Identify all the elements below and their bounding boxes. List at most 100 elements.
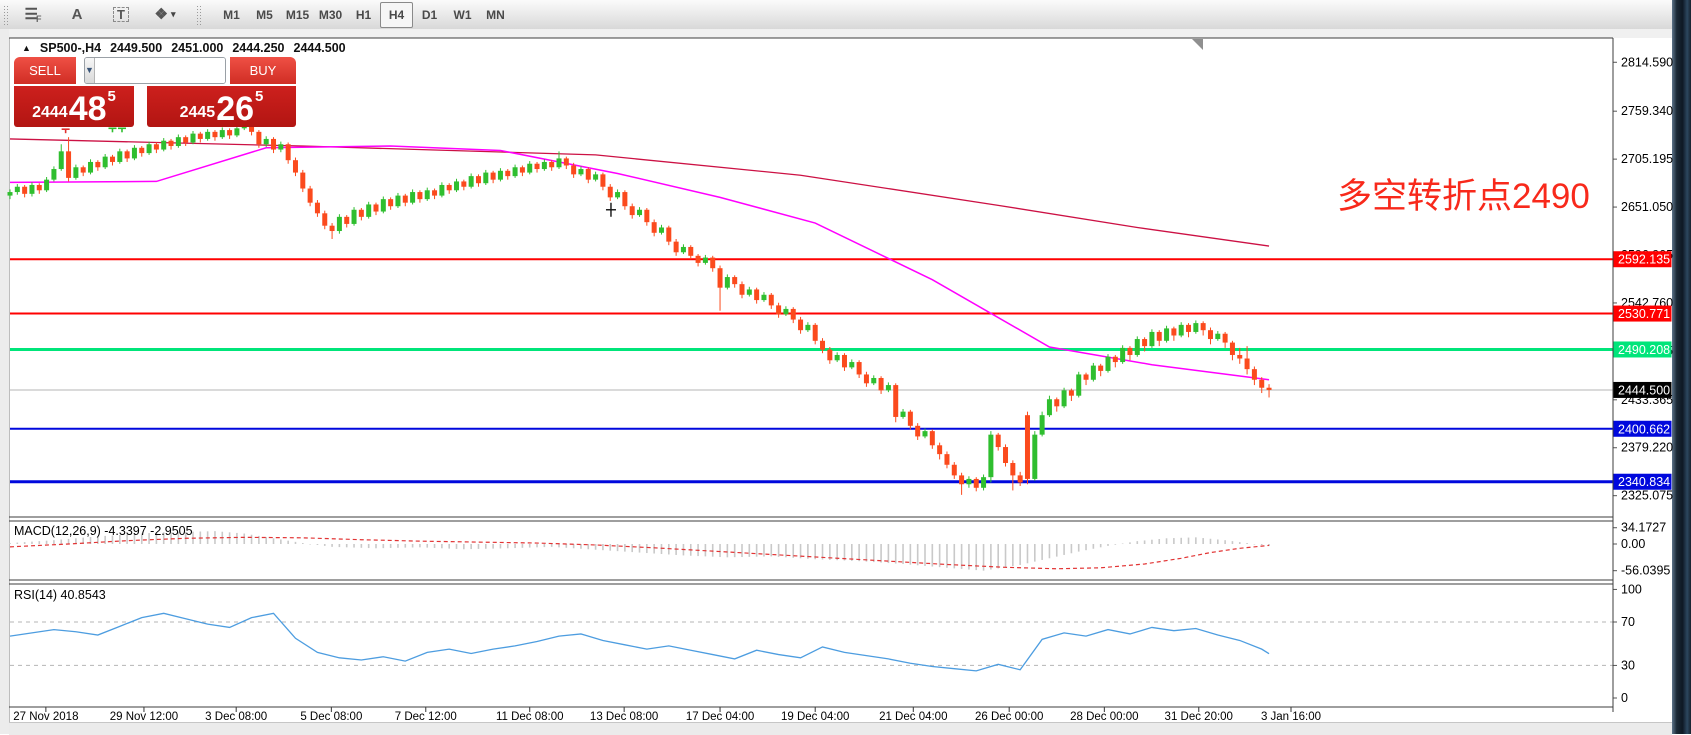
macd-histogram-bar [1055, 544, 1058, 557]
one-click-toggle-icon[interactable]: ▲ [22, 43, 31, 53]
macd-histogram-bar [580, 544, 582, 549]
bid-price-big: 48 [68, 90, 107, 129]
text-box-tool[interactable]: T [106, 3, 136, 27]
macd-histogram-bar [23, 542, 26, 544]
macd-histogram-bar [631, 544, 633, 553]
candle [373, 204, 379, 212]
candle [651, 222, 657, 233]
macd-label: MACD(12,26,9) -4.3397 -2.9505 [14, 524, 193, 538]
candle [410, 192, 416, 203]
candle [131, 147, 137, 159]
arrows-tool-dropdown-icon[interactable]: ▾ [170, 9, 176, 19]
macd-histogram-bar [851, 544, 853, 561]
fibonacci-tool[interactable]: ☰ F [18, 3, 48, 27]
candle [395, 195, 401, 207]
candle [783, 308, 789, 315]
macd-histogram-bar [1048, 544, 1051, 559]
rsi-line [9, 612, 1270, 672]
macd-histogram-bar [419, 544, 421, 548]
timeframe-button-m1[interactable]: M1 [223, 7, 240, 22]
candle [197, 133, 203, 139]
candle [432, 190, 438, 196]
macd-histogram-bar [1143, 540, 1146, 544]
candle [1134, 339, 1140, 355]
candle [497, 170, 503, 180]
macd-histogram-bar [323, 544, 326, 546]
macd-histogram-bar [1019, 544, 1021, 565]
candle [205, 131, 211, 139]
macd-histogram-bar [236, 532, 238, 544]
candle [1178, 324, 1184, 336]
timeframe-button-d1[interactable]: D1 [421, 7, 438, 22]
candle [388, 199, 394, 207]
candle [600, 174, 606, 187]
price-tick-label: 2325.075 [1621, 489, 1673, 503]
text-label-tool[interactable]: A [62, 3, 92, 27]
macd-histogram-bar [470, 544, 472, 550]
ask-price-tile[interactable]: 2445 26 5 [147, 86, 296, 127]
time-tick-label: 21 Dec 04:00 [879, 711, 947, 723]
buy-button[interactable]: BUY [230, 57, 296, 84]
timeframe-button-h1[interactable]: H1 [355, 7, 372, 22]
candle [1200, 323, 1206, 331]
macd-histogram-bar [265, 537, 267, 544]
macd-histogram-bar [441, 544, 443, 549]
macd-histogram-bar [1070, 544, 1073, 554]
rsi-label: RSI(14) 40.8543 [14, 588, 106, 602]
candle [951, 464, 957, 476]
macd-histogram-bar [572, 544, 575, 549]
macd-histogram-bar [821, 544, 824, 560]
ohlc-low: 2444.250 [232, 41, 285, 55]
macd-histogram-bar [1012, 544, 1014, 567]
time-tick-label: 19 Dec 04:00 [781, 711, 849, 723]
price-tick-label: 2705.195 [1621, 152, 1673, 166]
rsi-scale-label: 30 [1621, 658, 1635, 672]
candle [622, 192, 628, 207]
timeframe-button-h4[interactable]: H4 [380, 1, 413, 28]
macd-histogram-bar [1202, 538, 1204, 544]
candle [746, 289, 752, 295]
macd-histogram-bar [521, 544, 524, 548]
candle [556, 158, 562, 168]
candle [644, 209, 650, 223]
timeframe-button-m15[interactable]: M15 [285, 7, 310, 22]
window-right-scrollbar[interactable] [1672, 0, 1691, 734]
candle [1003, 447, 1009, 463]
timeframe-button-m5[interactable]: M5 [256, 7, 273, 22]
macd-histogram-bar [1136, 541, 1139, 544]
macd-histogram-bar [287, 540, 289, 544]
timeframe-toolbar-grip[interactable] [196, 4, 203, 25]
macd-histogram-bar [1187, 537, 1190, 544]
sell-button[interactable]: SELL [14, 57, 76, 84]
timeframe-button-w1[interactable]: W1 [453, 7, 472, 22]
candle [1010, 462, 1016, 476]
macd-histogram-bar [302, 543, 304, 544]
macd-histogram-bar [938, 544, 941, 568]
macd-histogram-bar [719, 544, 721, 558]
candle [366, 204, 372, 217]
toolbar-grip[interactable] [3, 4, 10, 25]
candle [402, 195, 408, 203]
candle [234, 128, 240, 136]
candle [7, 192, 13, 196]
timeframe-button-m30[interactable]: M30 [318, 7, 343, 22]
volume-input[interactable] [94, 58, 225, 83]
price-line-tag-label: 2592.135 [1618, 253, 1670, 267]
bid-price-tile[interactable]: 2444 48 5 [14, 86, 134, 127]
macd-histogram-bar [638, 544, 641, 553]
candle [563, 158, 569, 166]
arrows-tool[interactable]: ❖ ▾ [150, 3, 180, 27]
macd-histogram-bar [1121, 543, 1124, 545]
candle [14, 186, 20, 193]
volume-decrease-button[interactable]: ▼ [85, 58, 95, 83]
price-line-tag-label: 2444.500 [1618, 383, 1670, 397]
candle [658, 227, 664, 233]
macd-histogram-bar [389, 544, 392, 548]
time-tick-label: 26 Dec 00:00 [975, 711, 1043, 723]
candle [1032, 434, 1038, 479]
candle [424, 190, 430, 200]
macd-histogram-bar [609, 544, 612, 551]
timeframe-button-mn[interactable]: MN [486, 7, 505, 22]
chart-shift-marker[interactable] [1192, 39, 1203, 50]
macd-histogram-bar [1151, 539, 1153, 544]
